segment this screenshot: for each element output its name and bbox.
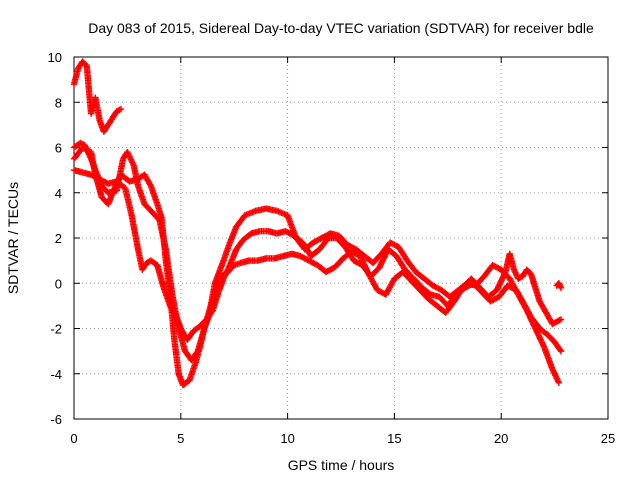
data-point	[557, 347, 565, 355]
chart-title: Day 083 of 2015, Sidereal Day-to-day VTE…	[88, 20, 594, 36]
series-arc-1	[70, 58, 125, 135]
x-tick-label: 15	[387, 431, 401, 446]
data-point	[557, 316, 565, 323]
y-tick-label: 4	[55, 186, 62, 201]
data-point	[555, 379, 563, 386]
data-point	[117, 105, 125, 113]
y-axis-label: SDTVAR / TECUs	[5, 182, 21, 294]
x-tick-label: 0	[70, 431, 77, 446]
y-tick-label: 0	[55, 276, 62, 291]
x-tick-label: 10	[280, 431, 294, 446]
data-point	[556, 346, 564, 354]
axis-ticks: 0 5 10 15 20 25 -6 -4 -2 0 2 4 6 8 10	[48, 50, 616, 446]
series-arc-4	[70, 144, 565, 389]
series-arc-5	[553, 280, 565, 291]
x-tick-label: 20	[494, 431, 508, 446]
data-point	[557, 284, 565, 291]
y-tick-label: -2	[50, 322, 62, 337]
y-tick-label: 6	[55, 141, 62, 156]
y-tick-label: 2	[55, 231, 62, 246]
y-tick-label: 8	[55, 95, 62, 110]
x-tick-label: 25	[601, 431, 615, 446]
y-tick-label: -4	[50, 367, 62, 382]
data-series	[70, 58, 565, 389]
x-axis-label: GPS time / hours	[288, 457, 395, 473]
y-tick-label: 10	[48, 50, 62, 65]
data-point	[116, 106, 123, 113]
y-tick-label: -6	[50, 412, 62, 427]
series-arc-3	[70, 166, 565, 355]
x-tick-label: 5	[177, 431, 184, 446]
data-point	[146, 181, 154, 188]
data-point	[556, 317, 563, 324]
